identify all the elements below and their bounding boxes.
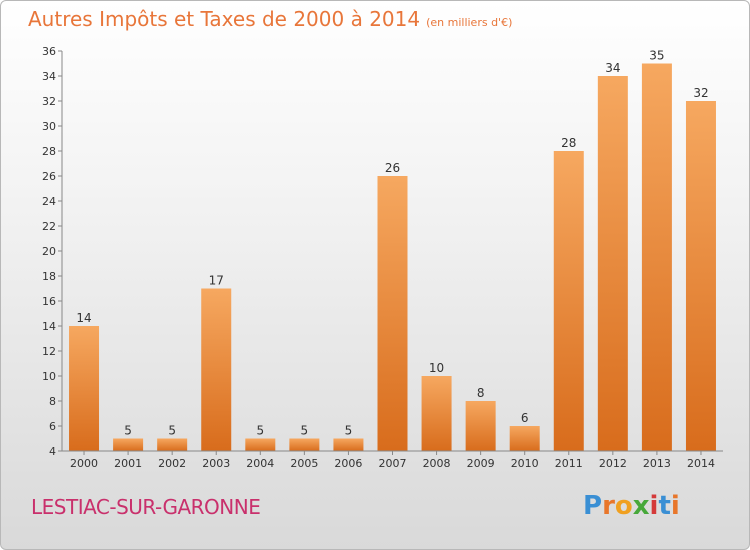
chart-unit: (en milliers d'€)	[426, 16, 513, 29]
commune-name: LESTIAC-SUR-GARONNE	[31, 495, 261, 519]
bar	[421, 376, 452, 451]
x-tick-label: 2005	[290, 457, 318, 470]
x-tick-label: 2001	[114, 457, 142, 470]
y-tick-label: 4	[49, 445, 56, 458]
data-label: 32	[693, 86, 708, 100]
y-tick-label: 34	[42, 70, 56, 83]
x-tick-label: 2014	[687, 457, 715, 470]
logo-letter: i	[649, 491, 659, 521]
data-label: 5	[124, 424, 132, 438]
data-label: 28	[561, 136, 576, 150]
y-tick-label: 22	[42, 220, 56, 233]
logo-letter: t	[658, 491, 671, 521]
y-tick-label: 10	[42, 370, 56, 383]
x-tick-label: 2007	[379, 457, 407, 470]
y-tick-label: 8	[49, 395, 56, 408]
x-tick-label: 2004	[246, 457, 274, 470]
bar	[69, 326, 100, 451]
logo-letter: o	[614, 491, 633, 521]
x-tick-label: 2000	[70, 457, 98, 470]
bar	[377, 176, 408, 451]
bar	[553, 151, 584, 451]
y-tick-label: 18	[42, 270, 56, 283]
x-tick-label: 2010	[511, 457, 539, 470]
data-label: 5	[168, 424, 176, 438]
bar	[113, 438, 144, 451]
x-tick-label: 2003	[202, 457, 230, 470]
bar	[597, 76, 628, 451]
y-tick-label: 26	[42, 170, 56, 183]
data-label: 35	[649, 49, 664, 63]
x-tick-label: 2012	[599, 457, 627, 470]
y-tick-label: 6	[49, 420, 56, 433]
bar	[245, 438, 276, 451]
x-tick-label: 2013	[643, 457, 671, 470]
y-tick-label: 28	[42, 145, 56, 158]
y-tick-label: 30	[42, 120, 56, 133]
data-label: 34	[605, 61, 620, 75]
data-label: 6	[521, 411, 529, 425]
y-tick-label: 20	[42, 245, 56, 258]
data-label: 5	[345, 424, 353, 438]
chart-title: Autres Impôts et Taxes de 2000 à 2014	[28, 7, 421, 31]
y-tick-label: 36	[42, 45, 56, 58]
y-tick-label: 32	[42, 95, 56, 108]
data-label: 10	[429, 361, 444, 375]
chart-title-block: Autres Impôts et Taxes de 2000 à 2014 (en…	[28, 7, 512, 31]
y-tick-label: 12	[42, 345, 56, 358]
data-label: 14	[76, 311, 91, 325]
bar	[289, 438, 320, 451]
proxiti-logo: Proxiti	[583, 491, 680, 521]
data-label: 5	[256, 424, 264, 438]
bar	[509, 426, 540, 451]
logo-letter: x	[632, 491, 650, 521]
logo-letter: r	[602, 491, 615, 521]
y-tick-label: 16	[42, 295, 56, 308]
data-label: 5	[301, 424, 309, 438]
logo-letter: i	[670, 491, 680, 521]
data-label: 8	[477, 386, 485, 400]
bar	[465, 401, 496, 451]
bar	[333, 438, 364, 451]
y-tick-label: 24	[42, 195, 56, 208]
bar	[685, 101, 716, 451]
logo-letter: P	[583, 491, 603, 521]
x-tick-label: 2009	[467, 457, 495, 470]
data-label: 26	[385, 161, 400, 175]
y-tick-label: 14	[42, 320, 56, 333]
bar	[157, 438, 188, 451]
x-tick-label: 2008	[423, 457, 451, 470]
x-tick-label: 2011	[555, 457, 583, 470]
bar	[201, 288, 232, 451]
bar	[641, 63, 672, 451]
data-label: 17	[209, 274, 224, 288]
x-tick-label: 2006	[334, 457, 362, 470]
x-tick-label: 2002	[158, 457, 186, 470]
